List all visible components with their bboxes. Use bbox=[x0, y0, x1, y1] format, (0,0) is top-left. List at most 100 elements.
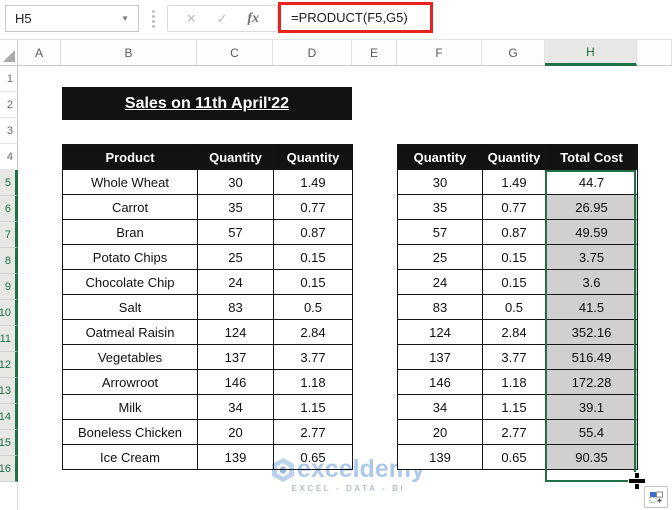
cell[interactable]: 1.49 bbox=[482, 169, 546, 195]
cell[interactable]: 90.35 bbox=[545, 444, 638, 470]
cell[interactable]: 0.77 bbox=[273, 194, 353, 220]
column-header-partial[interactable] bbox=[637, 40, 672, 66]
cell[interactable]: Ice Cream bbox=[62, 444, 198, 470]
cell[interactable]: 0.87 bbox=[273, 219, 353, 245]
cell[interactable]: 3.75 bbox=[545, 244, 638, 270]
cell[interactable]: Carrot bbox=[62, 194, 198, 220]
row-header-4[interactable]: 4 bbox=[0, 144, 18, 170]
cell[interactable]: 0.15 bbox=[482, 269, 546, 295]
name-box-dropdown-icon[interactable]: ▼ bbox=[121, 14, 129, 23]
cell[interactable]: 0.87 bbox=[482, 219, 546, 245]
row-header-6[interactable]: 6 bbox=[0, 196, 18, 222]
cell[interactable]: 1.15 bbox=[273, 394, 353, 420]
formula-input[interactable]: =PRODUCT(F5,G5) bbox=[291, 10, 408, 25]
row-header-9[interactable]: 9 bbox=[0, 274, 18, 300]
cancel-icon[interactable]: ✕ bbox=[185, 10, 197, 26]
cell[interactable]: 34 bbox=[397, 394, 483, 420]
cell[interactable]: Bran bbox=[62, 219, 198, 245]
cell[interactable]: 83 bbox=[397, 294, 483, 320]
row-header-12[interactable]: 12 bbox=[0, 352, 18, 378]
cell[interactable]: 39.1 bbox=[545, 394, 638, 420]
cell[interactable]: 516.49 bbox=[545, 344, 638, 370]
row-header-5[interactable]: 5 bbox=[0, 170, 18, 196]
row-header-10[interactable]: 10 bbox=[0, 300, 18, 326]
row-header-8[interactable]: 8 bbox=[0, 248, 18, 274]
cell[interactable]: 30 bbox=[197, 169, 274, 195]
cell[interactable]: 3.6 bbox=[545, 269, 638, 295]
cell[interactable]: 0.77 bbox=[482, 194, 546, 220]
row-header-1[interactable]: 1 bbox=[0, 66, 18, 92]
cell[interactable]: Milk bbox=[62, 394, 198, 420]
cell[interactable]: 55.4 bbox=[545, 419, 638, 445]
fill-handle-cursor[interactable] bbox=[629, 473, 645, 489]
cell[interactable]: 2.77 bbox=[273, 419, 353, 445]
cell[interactable]: 35 bbox=[197, 194, 274, 220]
cell[interactable]: 24 bbox=[197, 269, 274, 295]
column-header-E[interactable]: E bbox=[352, 40, 397, 66]
cell[interactable]: Arrowroot bbox=[62, 369, 198, 395]
cell[interactable]: Oatmeal Raisin bbox=[62, 319, 198, 345]
cell[interactable]: 83 bbox=[197, 294, 274, 320]
cell[interactable]: 1.49 bbox=[273, 169, 353, 195]
cell[interactable]: 20 bbox=[397, 419, 483, 445]
row-header-13[interactable]: 13 bbox=[0, 378, 18, 404]
insert-function-icon[interactable]: fx bbox=[247, 10, 260, 26]
row-header-14[interactable]: 14 bbox=[0, 404, 18, 430]
cell[interactable]: 41.5 bbox=[545, 294, 638, 320]
column-header-F[interactable]: F bbox=[397, 40, 482, 66]
cell[interactable]: 1.15 bbox=[482, 394, 546, 420]
cell[interactable]: 2.84 bbox=[273, 319, 353, 345]
cell[interactable]: 44.7 bbox=[545, 169, 638, 195]
column-header-B[interactable]: B bbox=[61, 40, 197, 66]
cell[interactable]: Salt bbox=[62, 294, 198, 320]
cell[interactable]: 172.28 bbox=[545, 369, 638, 395]
row-header-11[interactable]: 11 bbox=[0, 326, 18, 352]
row-header-3[interactable]: 3 bbox=[0, 118, 18, 144]
cell[interactable]: 0.5 bbox=[482, 294, 546, 320]
cell[interactable]: 139 bbox=[397, 444, 483, 470]
cell[interactable]: 146 bbox=[397, 369, 483, 395]
cell[interactable]: 57 bbox=[397, 219, 483, 245]
cell[interactable]: 0.65 bbox=[273, 444, 353, 470]
column-header-C[interactable]: C bbox=[197, 40, 273, 66]
cell[interactable]: 0.15 bbox=[273, 244, 353, 270]
cell[interactable]: 1.18 bbox=[482, 369, 546, 395]
cell[interactable]: Boneless Chicken bbox=[62, 419, 198, 445]
cell[interactable]: 26.95 bbox=[545, 194, 638, 220]
cell[interactable]: 137 bbox=[197, 344, 274, 370]
row-header-15[interactable]: 15 bbox=[0, 430, 18, 456]
cell[interactable]: 146 bbox=[197, 369, 274, 395]
select-all-button[interactable] bbox=[0, 40, 18, 66]
cell[interactable]: 124 bbox=[197, 319, 274, 345]
cell[interactable]: 2.84 bbox=[482, 319, 546, 345]
name-box[interactable]: H5 ▼ bbox=[5, 5, 139, 32]
row-header-7[interactable]: 7 bbox=[0, 222, 18, 248]
column-header-G[interactable]: G bbox=[482, 40, 545, 66]
cell[interactable]: 124 bbox=[397, 319, 483, 345]
cell[interactable]: 24 bbox=[397, 269, 483, 295]
column-header-H[interactable]: H bbox=[545, 40, 637, 66]
cell[interactable]: 0.5 bbox=[273, 294, 353, 320]
cell[interactable]: 1.18 bbox=[273, 369, 353, 395]
cell[interactable]: 57 bbox=[197, 219, 274, 245]
cell[interactable]: 20 bbox=[197, 419, 274, 445]
cell[interactable]: 3.77 bbox=[482, 344, 546, 370]
cell[interactable]: 0.15 bbox=[482, 244, 546, 270]
cell[interactable]: 0.15 bbox=[273, 269, 353, 295]
column-header-A[interactable]: A bbox=[18, 40, 61, 66]
cell[interactable]: Whole Wheat bbox=[62, 169, 198, 195]
column-header-D[interactable]: D bbox=[273, 40, 352, 66]
cell[interactable]: 137 bbox=[397, 344, 483, 370]
cell[interactable]: 34 bbox=[197, 394, 274, 420]
autofill-options-button[interactable] bbox=[644, 486, 668, 508]
cell[interactable]: Vegetables bbox=[62, 344, 198, 370]
row-header-16[interactable]: 16 bbox=[0, 456, 18, 482]
cell[interactable]: 49.59 bbox=[545, 219, 638, 245]
cell[interactable]: Chocolate Chip bbox=[62, 269, 198, 295]
cell[interactable]: 352.16 bbox=[545, 319, 638, 345]
cell[interactable]: 30 bbox=[397, 169, 483, 195]
cell[interactable]: 139 bbox=[197, 444, 274, 470]
cell[interactable]: 3.77 bbox=[273, 344, 353, 370]
enter-icon[interactable]: ✓ bbox=[216, 10, 228, 26]
cell[interactable]: 35 bbox=[397, 194, 483, 220]
